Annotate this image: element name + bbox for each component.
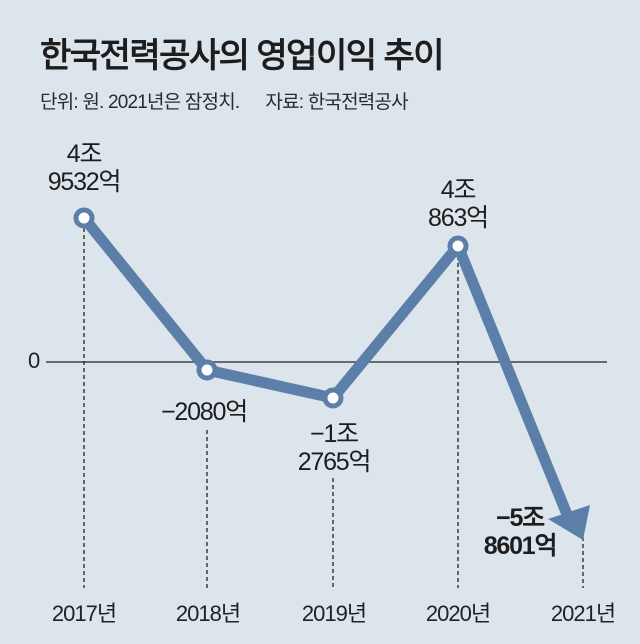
x-tick-2018: 2018년: [175, 601, 241, 626]
chart-subtitle: 단위: 원. 2021년은 잠정치. 자료: 한국전력공사: [40, 87, 409, 114]
data-markers: [73, 207, 469, 409]
x-tick-2020: 2020년: [425, 601, 491, 626]
unit-note: 단위: 원. 2021년은 잠정치.: [40, 92, 240, 113]
x-tick-2019: 2019년: [301, 601, 367, 626]
data-label-2019: −1조 2765억: [297, 420, 372, 476]
label-line: −2080억: [160, 398, 248, 426]
x-tick-2017: 2017년: [51, 601, 117, 626]
label-line: 8601억: [483, 532, 558, 560]
label-line: 2765억: [297, 448, 372, 476]
data-label-2018: −2080억: [160, 398, 248, 426]
label-line: 863억: [428, 204, 489, 232]
data-label-2021: −5조 8601억: [483, 504, 558, 560]
data-label-2020: 4조 863억: [428, 176, 489, 232]
arrow-head-icon: [548, 505, 590, 540]
label-line: 4조: [440, 176, 477, 204]
source-note: 자료: 한국전력공사: [265, 92, 408, 113]
x-tick-2021: 2021년: [550, 601, 616, 626]
label-line: 4조: [66, 140, 103, 168]
label-line: 9532억: [47, 168, 122, 196]
data-label-2017: 4조 9532억: [47, 140, 122, 196]
label-line: −1조: [310, 420, 359, 448]
chart-title: 한국전력공사의 영업이익 추이: [40, 37, 445, 75]
zero-axis-label: 0: [28, 348, 41, 373]
label-line: −5조: [496, 504, 545, 532]
